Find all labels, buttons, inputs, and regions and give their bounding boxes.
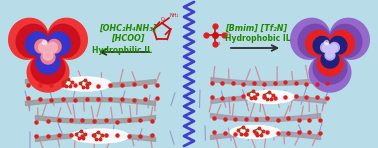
Ellipse shape [59, 77, 111, 91]
Polygon shape [298, 24, 362, 84]
Text: Hydrophilic IL: Hydrophilic IL [92, 45, 152, 54]
Text: [Bmim] [Tf₂N]: [Bmim] [Tf₂N] [225, 24, 287, 33]
Text: ⁻O: ⁻O [226, 32, 231, 36]
Polygon shape [313, 36, 347, 68]
Text: ⁻O: ⁻O [216, 42, 222, 46]
Polygon shape [26, 32, 70, 74]
Polygon shape [39, 42, 57, 60]
Text: O: O [160, 17, 164, 22]
Polygon shape [291, 18, 369, 92]
Text: Hydrophobic IL: Hydrophobic IL [225, 33, 291, 42]
Ellipse shape [71, 129, 129, 143]
Text: [HCOO]: [HCOO] [111, 33, 145, 42]
Polygon shape [35, 40, 61, 64]
Text: [OHC₂H₄NH₃]: [OHC₂H₄NH₃] [99, 24, 157, 33]
Ellipse shape [230, 126, 280, 139]
Polygon shape [306, 30, 354, 76]
Polygon shape [321, 42, 339, 60]
Polygon shape [16, 24, 80, 84]
Polygon shape [322, 44, 338, 58]
Polygon shape [9, 18, 87, 92]
Ellipse shape [246, 90, 294, 103]
Text: NH₂: NH₂ [170, 13, 180, 18]
